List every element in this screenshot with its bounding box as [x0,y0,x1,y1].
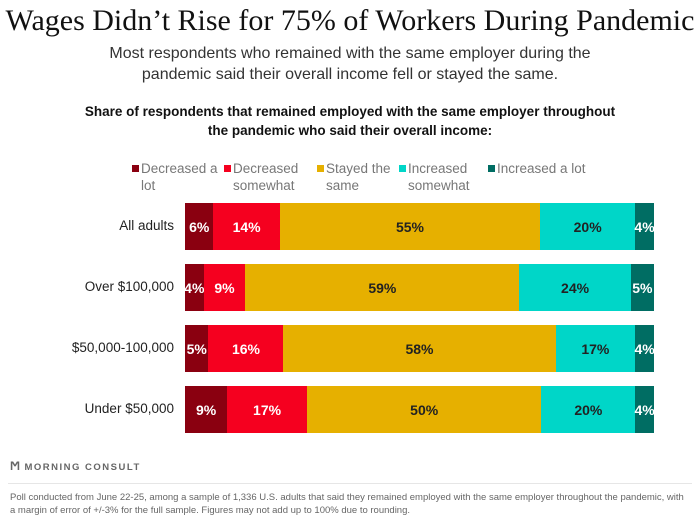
data-label: 5% [632,279,653,296]
legend-item: Stayed the same [317,160,416,194]
legend-label: Decreased a lot [141,161,218,193]
subtitle: Most respondents who remained with the s… [109,45,591,83]
bar-segment: 24% [519,264,631,311]
data-label: 6% [189,218,210,235]
legend-item: Decreased a lot [132,160,231,194]
data-label: 17% [253,401,282,418]
bar-segment: 4% [634,386,655,433]
data-label: 20% [573,218,602,235]
legend-swatch [317,165,324,172]
data-label: 58% [405,340,434,357]
legend-label: Increased a lot [497,161,586,176]
legend-item: Increased a lot [488,160,587,177]
data-label: 5% [186,340,207,357]
bar-segment: 4% [634,325,655,372]
bar-segment: 16% [208,325,284,372]
legend-swatch [488,165,495,172]
bar-segment: 9% [203,264,246,311]
bar-segment: 20% [540,203,636,250]
data-label: 4% [634,340,655,357]
data-label: 55% [395,218,425,235]
category-label: Under $50,000 [84,401,174,416]
bar-segment: 14% [213,203,280,250]
data-label: 4% [634,218,655,235]
data-label: 4% [184,279,205,296]
data-label: 9% [214,279,235,296]
chart-title: Share of respondents that remained emplo… [84,104,616,138]
bar-segment: 4% [184,264,205,311]
legend-label: Decreased somewhat [233,161,299,193]
bar-segment: 6% [185,203,214,250]
legend-swatch [132,165,139,172]
morning-consult-m-icon: Ϻ [10,459,22,473]
data-label: 4% [634,401,655,418]
bar-segment: 59% [245,264,520,311]
bar-segment: 4% [634,203,655,250]
bar-segment: 50% [306,386,542,433]
category-label: Over $100,000 [84,279,174,294]
bar-segment: 20% [541,386,636,433]
legend-label: Increased somewhat [408,161,470,193]
footnote: Poll conducted from June 22-25, among a … [10,492,684,516]
bar-segment: 17% [227,386,307,433]
divider [8,483,692,484]
legend-label: Stayed the same [326,161,391,193]
legend-item: Decreased somewhat [224,160,323,194]
legend-swatch [224,165,231,172]
bar-segment: 9% [185,386,228,433]
data-label: 20% [574,401,603,418]
page-title: Wages Didn’t Rise for 75% of Workers Dur… [5,4,695,37]
legend-item: Increased somewhat [399,160,498,194]
bar-segment: 58% [283,325,556,372]
data-label: 50% [410,401,439,418]
data-label: 14% [232,218,261,235]
brand-name: MORNING CONSULT [24,462,141,473]
bar-segment: 17% [555,325,636,372]
brand-logo: Ϻ MORNING CONSULT [10,459,141,473]
data-label: 24% [561,279,590,296]
data-label: 9% [195,401,217,418]
category-label: $50,000-100,000 [71,340,174,355]
bar-segment: 5% [185,325,209,372]
data-label: 17% [581,340,610,357]
data-label: 59% [368,279,397,296]
bar-segment: 5% [630,264,654,311]
bar-segment: 55% [279,203,541,250]
legend-swatch [399,165,406,172]
data-label: 16% [231,340,260,357]
category-label: All adults [119,218,174,233]
